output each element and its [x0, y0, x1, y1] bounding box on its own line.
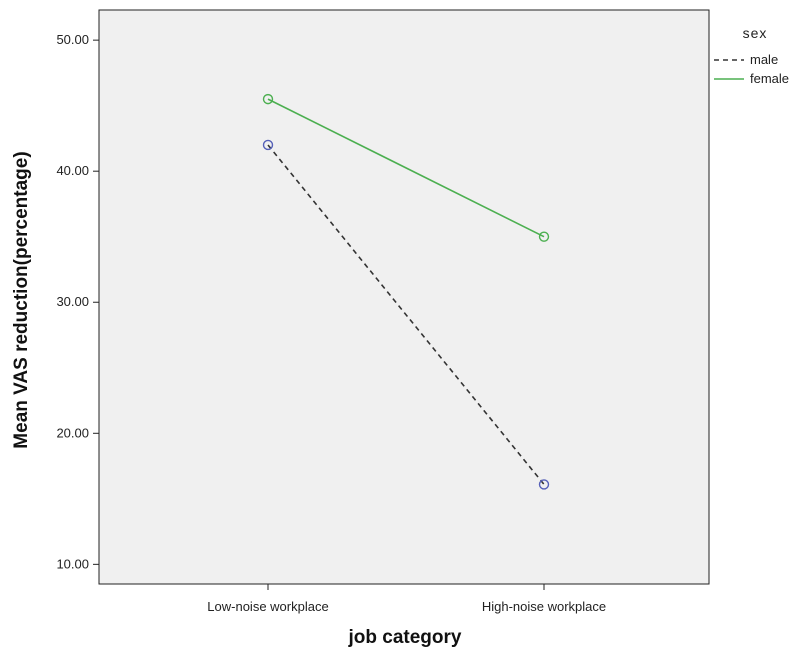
- legend-label-male: male: [750, 52, 778, 67]
- legend-label-female: female: [750, 71, 789, 86]
- series-male: [262, 139, 550, 490]
- y-tick-label: 30.00: [56, 294, 89, 309]
- y-tick-label: 50.00: [56, 32, 89, 47]
- x-tick-label: High-noise workplace: [482, 599, 606, 614]
- series-line-male: [267, 144, 545, 485]
- y-tick-label: 40.00: [56, 163, 89, 178]
- legend-title: sex: [743, 25, 768, 41]
- data-point-female: [538, 231, 550, 242]
- plot-area: [98, 9, 710, 585]
- series-layer: [262, 93, 550, 490]
- data-point-male: [262, 139, 274, 151]
- legend: sex male female: [714, 25, 789, 86]
- y-axis-title: Mean VAS reduction(percentage): [11, 151, 32, 448]
- data-point-female: [262, 93, 274, 105]
- x-tick-label: Low-noise workplace: [207, 599, 328, 614]
- y-axis: 10.00 20.00 30.00 40.00 50.00: [56, 32, 99, 571]
- y-tick-label: 20.00: [56, 425, 89, 440]
- x-axis: Low-noise workplace High-noise workplace: [207, 584, 606, 614]
- y-tick-label: 10.00: [56, 556, 89, 571]
- series-line-female: [267, 98, 545, 238]
- x-axis-title: job category: [348, 627, 462, 648]
- series-female: [262, 93, 550, 242]
- data-point-male: [538, 479, 550, 490]
